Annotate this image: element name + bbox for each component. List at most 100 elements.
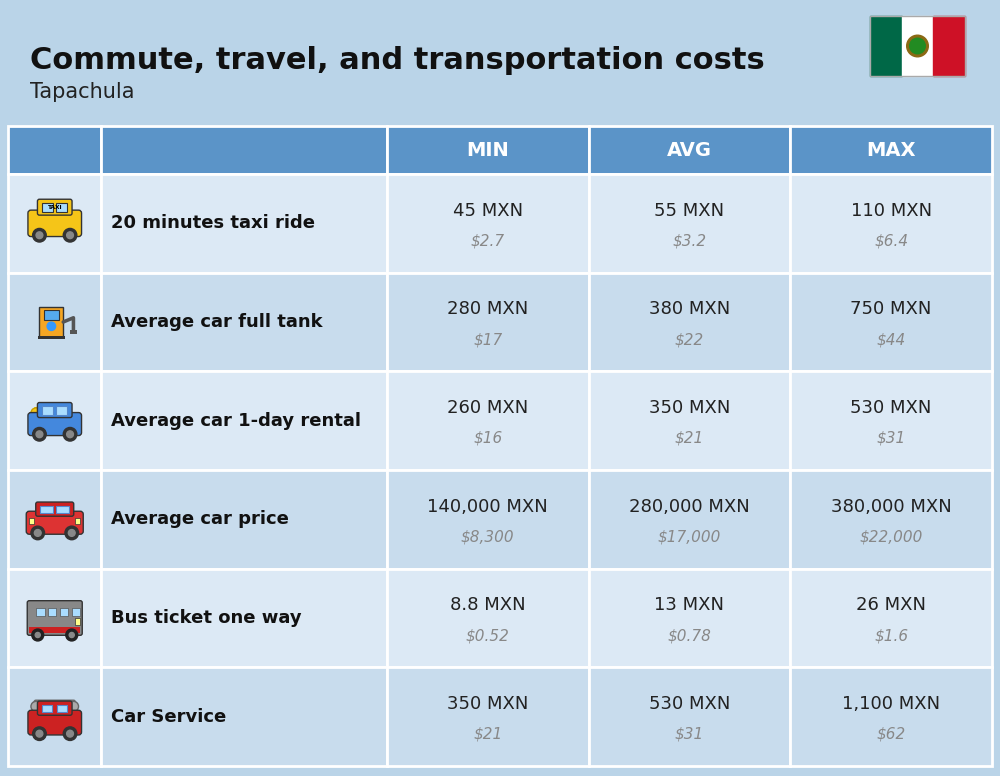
Circle shape <box>907 35 928 57</box>
Bar <box>589 126 790 174</box>
Circle shape <box>67 730 73 737</box>
Circle shape <box>34 529 41 536</box>
Text: $1.6: $1.6 <box>874 629 908 643</box>
Text: 8.8 MXN: 8.8 MXN <box>450 596 526 614</box>
Bar <box>902 16 933 76</box>
Bar <box>8 372 101 470</box>
Bar <box>8 272 101 372</box>
Text: $16: $16 <box>473 431 502 446</box>
Bar <box>870 16 965 76</box>
Bar <box>57 705 67 712</box>
Bar <box>101 569 387 667</box>
FancyBboxPatch shape <box>37 701 72 715</box>
Circle shape <box>31 702 41 712</box>
Circle shape <box>36 431 43 438</box>
Circle shape <box>63 727 77 740</box>
Text: 380 MXN: 380 MXN <box>649 300 730 318</box>
Bar <box>387 372 589 470</box>
Bar <box>589 272 790 372</box>
Circle shape <box>31 408 41 418</box>
Text: $6.4: $6.4 <box>874 234 908 248</box>
Bar <box>933 16 965 76</box>
Text: $44: $44 <box>877 332 906 348</box>
Circle shape <box>36 232 43 239</box>
Bar <box>42 203 53 213</box>
Bar <box>101 174 387 272</box>
Text: $31: $31 <box>877 431 906 446</box>
Bar <box>589 470 790 569</box>
Bar <box>589 569 790 667</box>
FancyBboxPatch shape <box>37 199 72 215</box>
FancyBboxPatch shape <box>28 413 82 435</box>
Text: 26 MXN: 26 MXN <box>856 596 926 614</box>
Bar <box>387 569 589 667</box>
Circle shape <box>69 632 74 638</box>
Text: 45 MXN: 45 MXN <box>453 202 523 220</box>
Bar <box>44 310 59 320</box>
Circle shape <box>33 727 46 740</box>
Text: $62: $62 <box>877 727 906 742</box>
Bar <box>56 506 69 514</box>
Circle shape <box>66 629 78 641</box>
Bar <box>387 272 589 372</box>
Bar <box>790 667 992 766</box>
Circle shape <box>33 428 46 441</box>
Circle shape <box>35 632 40 638</box>
Circle shape <box>68 702 79 712</box>
Bar <box>101 667 387 766</box>
Bar <box>8 569 101 667</box>
Text: $21: $21 <box>473 727 502 742</box>
Bar <box>790 569 992 667</box>
Bar <box>8 470 101 569</box>
Circle shape <box>36 730 43 737</box>
Bar <box>101 126 387 174</box>
Bar <box>75 518 80 524</box>
Text: $3.2: $3.2 <box>672 234 706 248</box>
Text: $0.52: $0.52 <box>466 629 510 643</box>
Bar <box>40 506 53 514</box>
Text: 280 MXN: 280 MXN <box>447 300 528 318</box>
Bar <box>38 335 65 339</box>
Circle shape <box>32 629 44 641</box>
Bar <box>790 372 992 470</box>
Text: AVG: AVG <box>667 140 712 160</box>
Bar <box>101 372 387 470</box>
Bar <box>101 470 387 569</box>
Bar <box>387 174 589 272</box>
Text: Average car 1-day rental: Average car 1-day rental <box>111 411 361 430</box>
Bar <box>42 705 52 712</box>
Text: $17,000: $17,000 <box>658 529 721 545</box>
Bar <box>75 618 80 625</box>
Circle shape <box>33 228 46 242</box>
FancyBboxPatch shape <box>28 710 82 735</box>
Bar <box>29 518 34 524</box>
Text: $31: $31 <box>675 727 704 742</box>
Text: MAX: MAX <box>866 140 916 160</box>
Text: TAXI: TAXI <box>47 205 62 210</box>
Circle shape <box>68 529 75 536</box>
Text: $0.78: $0.78 <box>667 629 711 643</box>
Bar <box>589 667 790 766</box>
Bar <box>8 174 101 272</box>
Bar <box>39 307 63 338</box>
FancyBboxPatch shape <box>36 502 74 516</box>
FancyBboxPatch shape <box>34 407 59 418</box>
Bar <box>387 667 589 766</box>
Text: Average car full tank: Average car full tank <box>111 313 323 331</box>
Bar <box>101 272 387 372</box>
FancyBboxPatch shape <box>34 700 75 712</box>
Text: $22: $22 <box>675 332 704 348</box>
Circle shape <box>63 228 77 242</box>
Text: $22,000: $22,000 <box>859 529 923 545</box>
Circle shape <box>47 322 56 331</box>
Circle shape <box>31 526 45 540</box>
Text: 140,000 MXN: 140,000 MXN <box>427 497 548 515</box>
Text: 20 minutes taxi ride: 20 minutes taxi ride <box>111 214 315 232</box>
FancyBboxPatch shape <box>27 601 82 636</box>
Text: $8,300: $8,300 <box>461 529 515 545</box>
Bar <box>70 330 77 334</box>
FancyBboxPatch shape <box>37 403 72 417</box>
Bar <box>48 608 56 616</box>
Text: Car Service: Car Service <box>111 708 227 726</box>
Text: $21: $21 <box>675 431 704 446</box>
